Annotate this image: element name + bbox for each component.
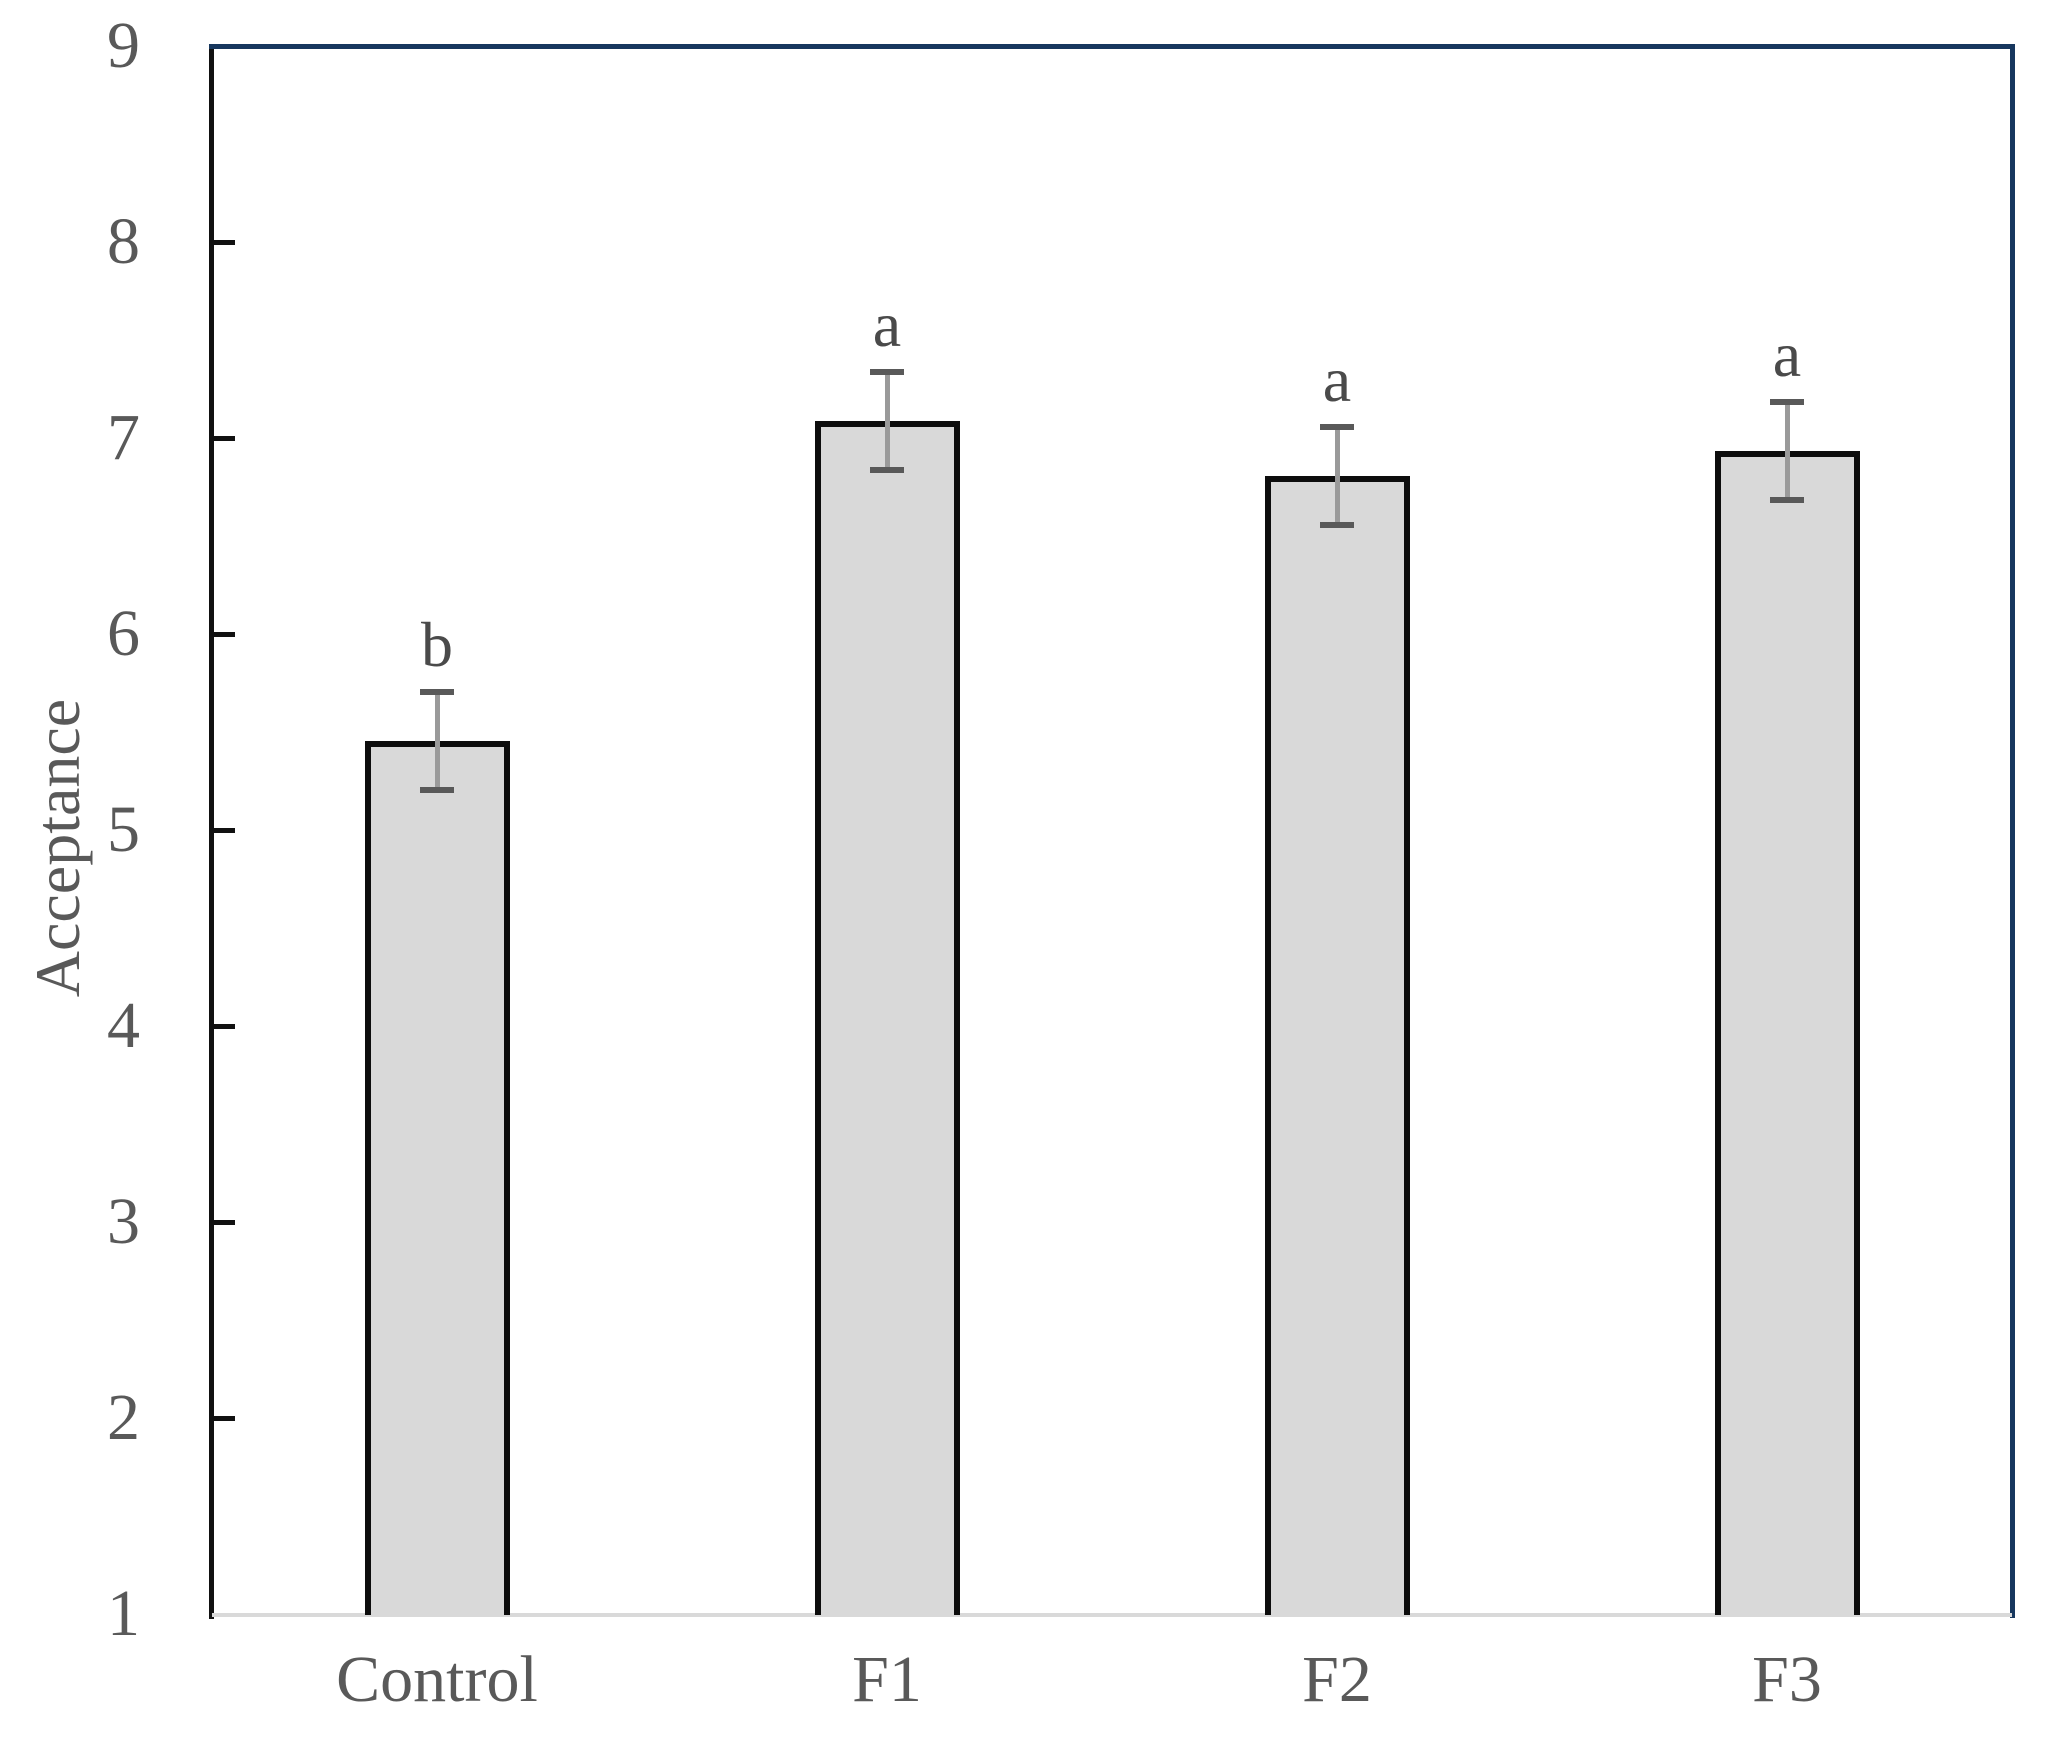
y-axis-line [209, 45, 214, 1619]
error-bar-line [434, 691, 440, 790]
y-tick-label: 9 [107, 9, 140, 82]
y-axis-tick [214, 1024, 235, 1029]
sig-letter: a [872, 289, 902, 361]
y-tick-label: 3 [107, 1185, 140, 1258]
x-baseline [212, 1613, 2012, 1617]
y-axis-tick [214, 436, 235, 441]
y-axis-tick [214, 1416, 235, 1421]
error-bar-cap-bottom [420, 786, 454, 793]
y-axis-tick [214, 240, 235, 245]
error-bar-cap-top [420, 688, 454, 695]
error-bar-line [1784, 401, 1790, 500]
y-tick-label: 6 [107, 597, 140, 670]
y-tick-label: 1 [107, 1577, 140, 1650]
plot-right-border [2010, 44, 2015, 1618]
x-category-label: F2 [1302, 1643, 1372, 1716]
y-tick-label: 8 [107, 205, 140, 278]
error-bar-cap-top [870, 369, 904, 376]
x-category-label: F1 [852, 1643, 922, 1716]
error-bar-cap-top [1770, 398, 1804, 405]
y-axis-tick [214, 632, 235, 637]
x-category-label: F3 [1752, 1643, 1822, 1716]
error-bar-cap-bottom [1770, 496, 1804, 503]
bar-control [364, 740, 510, 1615]
sig-letter: a [1322, 344, 1352, 416]
bar-f3 [1714, 450, 1860, 1615]
error-bar-line [1334, 427, 1340, 526]
y-tick-label: 7 [107, 401, 140, 474]
error-bar-cap-bottom [1320, 522, 1354, 529]
x-category-label: Control [336, 1643, 538, 1716]
y-tick-label: 2 [107, 1381, 140, 1454]
y-axis-tick [214, 1220, 235, 1225]
sig-letter: a [1772, 318, 1802, 390]
y-tick-label: 4 [107, 989, 140, 1062]
bar-f1 [814, 421, 960, 1615]
y-axis-tick [214, 828, 235, 833]
y-tick-label: 5 [107, 793, 140, 866]
error-bar-cap-top [1320, 424, 1354, 431]
error-bar-line [884, 372, 890, 471]
sig-letter: b [421, 608, 453, 680]
bar-f2 [1264, 476, 1410, 1615]
plot-top-border [209, 44, 2015, 49]
error-bar-cap-bottom [870, 467, 904, 474]
